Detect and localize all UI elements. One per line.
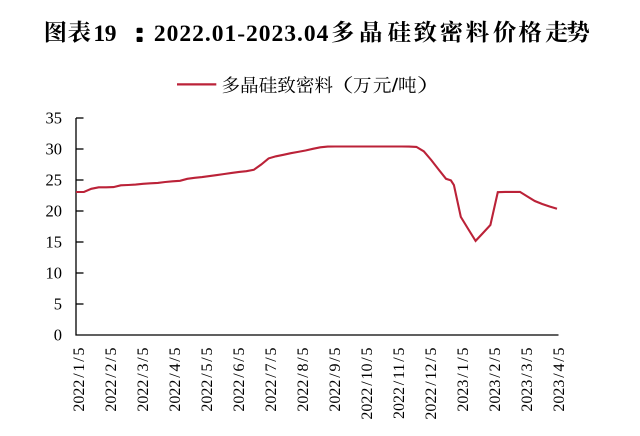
svg-text:20: 20 [46, 201, 63, 220]
svg-text:2022/11/5: 2022/11/5 [391, 348, 408, 420]
svg-text:35: 35 [46, 108, 63, 127]
svg-text:0: 0 [54, 325, 62, 344]
svg-text:30: 30 [46, 139, 63, 158]
svg-text:5: 5 [54, 294, 62, 313]
svg-text:15: 15 [46, 232, 63, 251]
svg-text:25: 25 [46, 170, 63, 189]
svg-text:2022/10/5: 2022/10/5 [359, 348, 376, 420]
svg-text:10: 10 [46, 263, 63, 282]
svg-text:2022/12/5: 2022/12/5 [423, 348, 440, 420]
svg-text:2022.01-2023.04: 2022.01-2023.04 [154, 21, 329, 47]
svg-text:19: 19 [93, 21, 116, 47]
